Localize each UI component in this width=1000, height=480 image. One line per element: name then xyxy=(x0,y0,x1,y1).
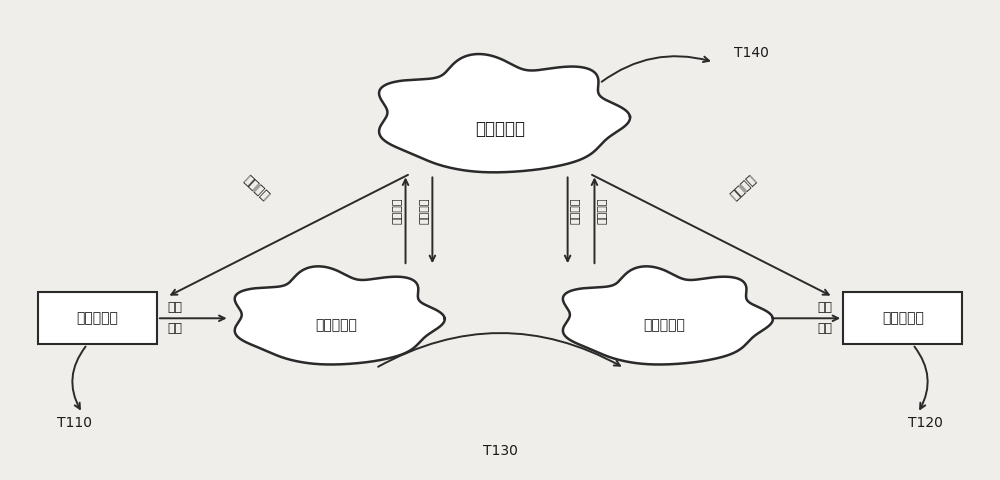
Text: 密文检索: 密文检索 xyxy=(597,198,607,224)
Text: T130: T130 xyxy=(483,444,517,458)
FancyBboxPatch shape xyxy=(38,292,157,344)
Text: 数据所有方: 数据所有方 xyxy=(76,312,118,325)
Text: 请求: 请求 xyxy=(167,322,182,335)
Text: 加密外包: 加密外包 xyxy=(241,173,272,203)
Text: 排序结果: 排序结果 xyxy=(571,198,581,224)
Text: 安全外包: 安全外包 xyxy=(393,198,403,224)
Text: T140: T140 xyxy=(734,46,769,60)
Polygon shape xyxy=(235,266,445,364)
Text: 请求: 请求 xyxy=(818,322,833,335)
Text: 处理: 处理 xyxy=(818,301,833,314)
Text: 外包凭证: 外包凭证 xyxy=(419,198,429,224)
Text: 密文检索: 密文检索 xyxy=(728,173,759,203)
Text: T120: T120 xyxy=(908,416,943,430)
Polygon shape xyxy=(563,266,773,364)
Text: 私有云平台: 私有云平台 xyxy=(643,318,685,332)
Text: T110: T110 xyxy=(57,416,92,430)
Text: 私有云平台: 私有云平台 xyxy=(315,318,357,332)
FancyBboxPatch shape xyxy=(843,292,962,344)
Text: 数据检索方: 数据检索方 xyxy=(882,312,924,325)
Polygon shape xyxy=(379,54,630,172)
Text: 处理: 处理 xyxy=(167,301,182,314)
Text: 公有云平台: 公有云平台 xyxy=(475,120,525,137)
